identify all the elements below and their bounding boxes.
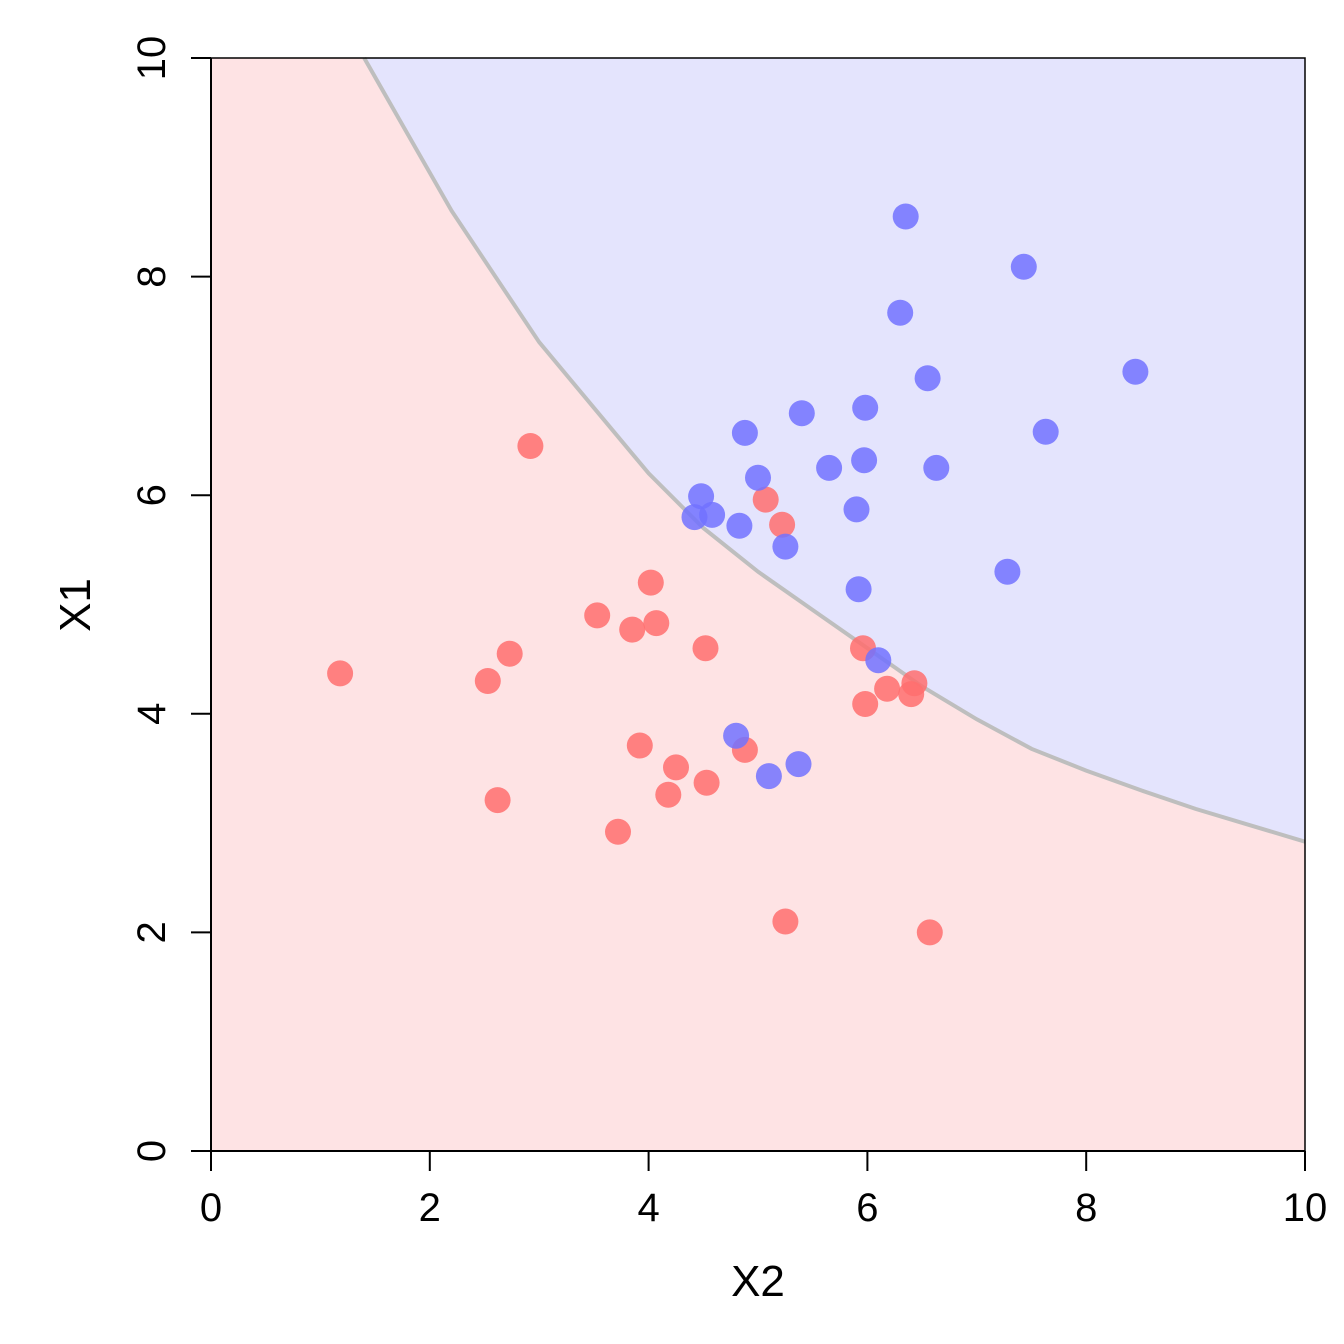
x-axis-title: X2 [731, 1257, 785, 1306]
data-point [816, 454, 843, 481]
data-point [769, 511, 796, 538]
data-point [785, 751, 812, 778]
plot-area [211, 57, 1306, 1151]
data-point [865, 647, 892, 674]
data-point [496, 640, 523, 667]
data-point [788, 400, 815, 427]
x-tick-label: 0 [200, 1186, 222, 1230]
region-upper-right [364, 58, 1305, 842]
x-tick-label: 2 [419, 1186, 441, 1230]
series-1 [327, 433, 943, 946]
data-point [619, 616, 646, 643]
data-point [637, 569, 664, 596]
y-tick-label: 2 [130, 921, 174, 943]
data-point [914, 365, 941, 392]
y-tick-label: 0 [130, 1140, 174, 1162]
y-axis-title: X1 [51, 578, 100, 632]
data-point [605, 818, 631, 845]
data-point [851, 447, 878, 474]
data-point [772, 533, 799, 560]
data-point [517, 433, 544, 459]
x-tick-label: 8 [1075, 1186, 1097, 1230]
data-point [474, 668, 501, 694]
data-point [994, 558, 1021, 585]
decision-boundary-curve [362, 57, 1306, 844]
region-lower-left [211, 58, 1305, 1151]
data-point [887, 299, 914, 326]
data-point [655, 781, 682, 808]
x-tick-label: 4 [637, 1186, 659, 1230]
x-tick-label: 6 [856, 1186, 878, 1230]
data-point [1010, 253, 1037, 280]
data-point [901, 670, 928, 697]
axes: 0 2 4 6 8 10 0 2 4 6 8 10 [130, 36, 1327, 1230]
data-point [772, 908, 799, 935]
data-point [923, 454, 950, 481]
data-point [852, 394, 879, 421]
data-point [1032, 418, 1059, 445]
data-point [916, 919, 943, 946]
data-point [845, 576, 872, 603]
data-point [1122, 358, 1149, 385]
y-tick-label: 10 [130, 36, 174, 81]
data-point [843, 496, 870, 523]
data-point [752, 486, 779, 513]
data-point [755, 763, 782, 790]
data-point [327, 660, 354, 687]
data-point [731, 419, 758, 446]
data-point [643, 610, 670, 637]
data-point [663, 754, 689, 781]
data-point [626, 732, 653, 759]
data-point [692, 635, 719, 662]
data-point [699, 501, 726, 528]
y-tick-label: 4 [130, 703, 174, 725]
data-point [726, 512, 753, 539]
data-point [892, 203, 919, 230]
y-tick-label: 8 [130, 265, 174, 287]
data-point [693, 769, 720, 796]
data-point [874, 675, 901, 702]
x-tick-label: 10 [1283, 1186, 1328, 1230]
series-2 [681, 203, 1149, 790]
data-point [584, 602, 611, 629]
data-point [484, 787, 511, 814]
data-point [745, 464, 771, 491]
y-tick-label: 6 [130, 484, 174, 506]
data-point [852, 691, 879, 717]
data-point [723, 722, 750, 749]
